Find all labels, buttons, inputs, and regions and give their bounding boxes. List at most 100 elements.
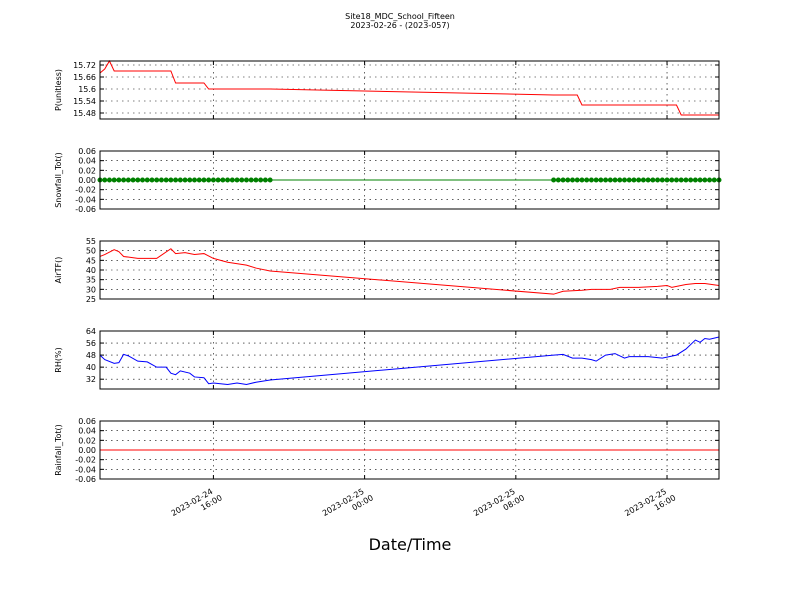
data-point <box>215 177 221 183</box>
data-point <box>168 177 174 183</box>
y-tick-label: 25 <box>86 295 96 304</box>
data-point <box>239 177 245 183</box>
data-point <box>177 177 183 183</box>
data-point <box>102 177 108 183</box>
data-point <box>225 177 231 183</box>
y-tick-label: 15.54 <box>73 97 96 106</box>
data-point <box>258 177 264 183</box>
y-tick-label: -0.04 <box>75 465 96 474</box>
data-point <box>135 177 141 183</box>
data-point <box>206 177 212 183</box>
chart-subtitle: 2023-02-26 - (2023-057) <box>350 21 449 30</box>
y-tick-label: 35 <box>86 276 96 285</box>
y-tick-label: 56 <box>86 339 96 348</box>
data-point <box>593 177 599 183</box>
data-point <box>229 177 235 183</box>
y-tick-label: 55 <box>86 237 96 246</box>
plot-frame <box>99 420 720 480</box>
data-line <box>99 248 720 295</box>
y-axis-label: AirTF() <box>54 257 63 284</box>
y-tick-label: 0.00 <box>78 446 96 455</box>
data-point <box>603 177 609 183</box>
data-point <box>248 177 254 183</box>
data-point <box>598 177 604 183</box>
data-point <box>645 177 651 183</box>
y-tick-label: 45 <box>86 256 96 265</box>
data-point <box>612 177 618 183</box>
data-point <box>659 177 665 183</box>
data-point <box>688 177 694 183</box>
data-point <box>574 177 580 183</box>
y-tick-label: 0.04 <box>78 157 96 166</box>
data-point <box>267 177 273 183</box>
data-point <box>140 177 146 183</box>
y-tick-label: -0.06 <box>75 205 96 214</box>
data-point <box>262 177 268 183</box>
y-tick-label: 48 <box>86 351 96 360</box>
data-point <box>210 177 216 183</box>
data-point <box>650 177 656 183</box>
data-point <box>570 177 576 183</box>
data-point <box>173 177 179 183</box>
y-axis-label: RH(%) <box>54 347 63 372</box>
chart-title: Site18_MDC_School_Fifteen <box>345 12 455 21</box>
data-point <box>664 177 670 183</box>
data-point <box>187 177 193 183</box>
y-tick-label: 15.6 <box>78 85 96 94</box>
plot-frame <box>99 60 720 120</box>
data-point <box>655 177 661 183</box>
data-point <box>565 177 571 183</box>
data-point <box>673 177 679 183</box>
data-point <box>121 177 127 183</box>
x-axis-label: Date/Time <box>369 535 452 554</box>
data-point <box>253 177 259 183</box>
data-point <box>692 177 698 183</box>
y-tick-label: 40 <box>86 363 96 372</box>
data-point <box>640 177 646 183</box>
plot-frame <box>99 330 720 390</box>
data-point <box>551 177 557 183</box>
data-point <box>560 177 566 183</box>
data-point <box>588 177 594 183</box>
y-tick-label: 50 <box>86 247 96 256</box>
data-point <box>234 177 240 183</box>
data-point <box>220 177 226 183</box>
y-tick-label: 0.02 <box>78 166 96 175</box>
y-tick-label: -0.06 <box>75 475 96 484</box>
data-point <box>669 177 675 183</box>
data-line <box>99 336 720 385</box>
y-tick-label: 64 <box>86 327 96 336</box>
plot-frame <box>99 150 720 210</box>
y-tick-label: 0.06 <box>78 417 96 426</box>
y-tick-label: -0.02 <box>75 186 96 195</box>
data-point <box>678 177 684 183</box>
data-point <box>144 177 150 183</box>
y-tick-label: 0.02 <box>78 436 96 445</box>
data-point <box>163 177 169 183</box>
data-point <box>182 177 188 183</box>
data-point <box>584 177 590 183</box>
data-point <box>626 177 632 183</box>
data-point <box>149 177 155 183</box>
y-tick-label: 15.48 <box>73 109 96 118</box>
y-tick-label: 30 <box>86 285 96 294</box>
y-tick-label: 32 <box>86 375 96 384</box>
data-point <box>631 177 637 183</box>
data-point <box>158 177 164 183</box>
data-point <box>196 177 202 183</box>
data-point <box>579 177 585 183</box>
data-point <box>243 177 249 183</box>
y-tick-label: 15.66 <box>73 73 96 82</box>
data-point <box>707 177 713 183</box>
data-point <box>116 177 122 183</box>
y-axis-label: Snowfall_Tot() <box>54 152 63 208</box>
data-point <box>702 177 708 183</box>
y-axis-label: Rainfall_Tot() <box>54 424 63 476</box>
y-tick-label: 0.00 <box>78 176 96 185</box>
data-point <box>201 177 207 183</box>
plot-frame <box>99 240 720 300</box>
data-point <box>636 177 642 183</box>
data-point <box>683 177 689 183</box>
